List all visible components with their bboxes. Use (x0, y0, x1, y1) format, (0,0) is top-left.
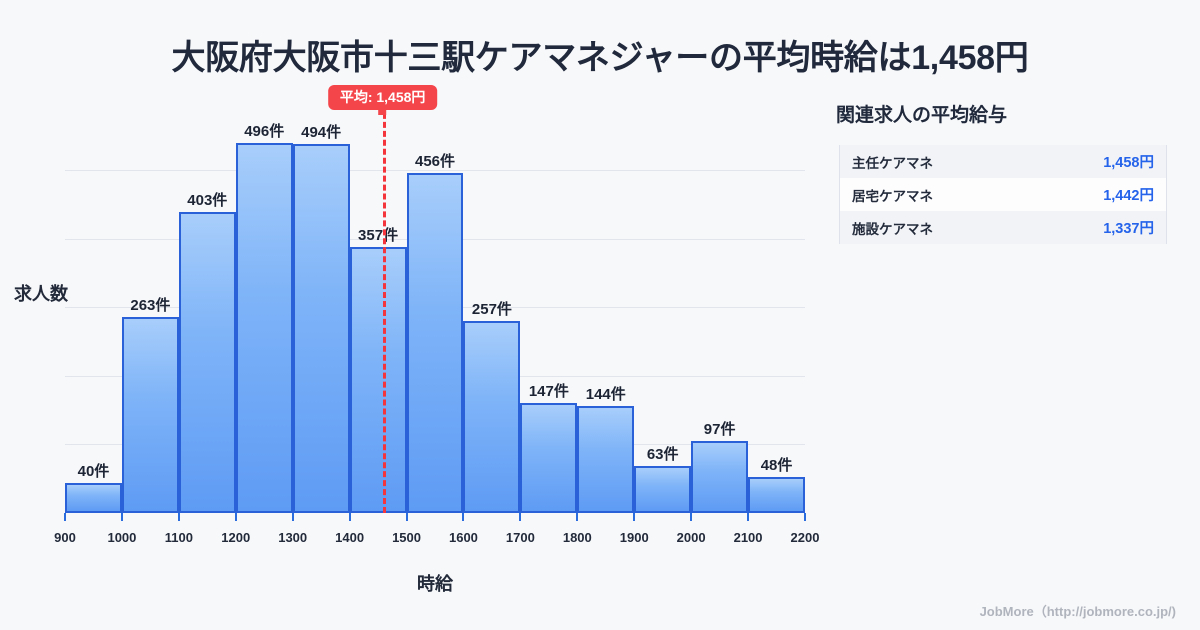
chart-bar[interactable] (577, 405, 635, 513)
x-axis-title: 時給 (417, 574, 453, 594)
x-axis-tick-label: 1300 (278, 530, 308, 545)
x-axis-tick (291, 513, 294, 521)
x-axis-tick (519, 513, 522, 521)
footer-watermark: JobMore（http://jobmore.co.jp/) (979, 604, 1176, 619)
chart-bar[interactable] (406, 172, 464, 513)
x-axis-tick (177, 513, 180, 521)
x-axis-tick-label: 1900 (619, 530, 649, 545)
x-axis-tick-label: 1700 (505, 530, 535, 545)
table-row: 施設ケアマネ 1,337円 (839, 211, 1167, 244)
x-axis-tick (747, 513, 750, 521)
chart-bar[interactable] (292, 144, 350, 513)
chart-bar-label: 263件 (130, 296, 171, 314)
chart-bar-label: 63件 (646, 445, 679, 463)
x-axis-tick (234, 513, 237, 521)
table-row: 居宅ケアマネ 1,442円 (839, 178, 1167, 211)
related-salary-heading: 関連求人の平均給与 (836, 105, 1008, 126)
chart-bar[interactable] (748, 477, 805, 513)
related-salary-table: 主任ケアマネ 1,458円 居宅ケアマネ 1,442円 施設ケアマネ 1,337円 (839, 145, 1167, 244)
chart-bar[interactable] (349, 246, 407, 513)
x-axis-tick-label: 900 (54, 530, 76, 545)
x-axis-tick-label: 1400 (335, 530, 365, 545)
chart-bar-label: 494件 (301, 124, 342, 142)
salary-row-name: 施設ケアマネ (839, 211, 1003, 244)
chart-gridline (65, 170, 805, 172)
chart-bar-label: 40件 (77, 463, 110, 481)
chart-plot-area: 900 1000 1100 1200 1300 1400 1500 1600 1700 1800 1… (54, 85, 819, 545)
chart-bar-label: 97件 (703, 420, 736, 438)
chart-bar[interactable] (463, 321, 521, 513)
chart-bar-label: 357件 (358, 226, 399, 244)
x-axis-tick (64, 513, 66, 521)
page-title: 大阪府大阪市十三駅ケアマネジャーの平均時給は1,458円 (171, 39, 1029, 77)
x-axis-tick-label: 1500 (392, 530, 421, 545)
chart-bar[interactable] (520, 403, 578, 513)
x-axis-tick-label: 1000 (107, 530, 137, 545)
chart-bar-label: 403件 (187, 192, 228, 210)
chart-bar-label: 496件 (244, 122, 285, 140)
chart-bar[interactable] (65, 483, 122, 513)
x-axis-tick (405, 513, 408, 521)
salary-row-value: 1,337円 (1003, 211, 1167, 244)
chart-bar[interactable] (121, 316, 179, 513)
chart-bar-label: 147件 (528, 383, 569, 401)
x-axis-tick-label: 1600 (448, 530, 478, 545)
chart-bar-label: 48件 (760, 457, 793, 475)
salary-row-name: 居宅ケアマネ (839, 178, 1003, 211)
y-axis-title: 求人数 (14, 284, 68, 304)
average-badge: 平均: 1,458円 (327, 85, 438, 115)
related-salary-panel: 関連求人の平均給与 主任ケアマネ 1,458円 居宅ケアマネ 1,442円 施設ケアマネ… (836, 100, 1176, 244)
chart-bar[interactable] (178, 212, 236, 513)
x-axis-tick (462, 513, 465, 521)
chart-bar[interactable] (691, 440, 749, 513)
x-axis-tick (348, 513, 351, 521)
chart-bar[interactable] (634, 465, 692, 513)
x-axis-tick-label: 2100 (733, 530, 763, 545)
salary-row-value: 1,442円 (1003, 178, 1167, 211)
chart-bar-label: 144件 (585, 385, 626, 403)
x-axis-tick-label: 2200 (790, 530, 820, 545)
x-axis-tick (576, 513, 579, 521)
salary-row-name: 主任ケアマネ (839, 145, 1003, 178)
chart-container: 求人数 900 1000 1100 1200 1300 1400 1500 1600 1700 1… (14, 85, 819, 594)
x-axis-tick-label: 2000 (676, 530, 706, 545)
x-axis-tick (120, 513, 123, 521)
chart-bar-label: 456件 (414, 152, 456, 170)
x-axis-tick (633, 513, 636, 521)
x-axis-tick (690, 513, 693, 521)
x-axis-tick-label: 1200 (221, 530, 251, 545)
x-axis-tick (804, 513, 806, 521)
average-line (382, 95, 386, 513)
chart-bar[interactable] (235, 142, 293, 513)
salary-row-value: 1,458円 (1003, 145, 1167, 178)
x-axis-tick-label: 1100 (164, 530, 193, 545)
chart-bar-label: 257件 (471, 301, 512, 319)
x-axis-tick-label: 1800 (562, 530, 592, 545)
table-row: 主任ケアマネ 1,458円 (839, 145, 1167, 178)
